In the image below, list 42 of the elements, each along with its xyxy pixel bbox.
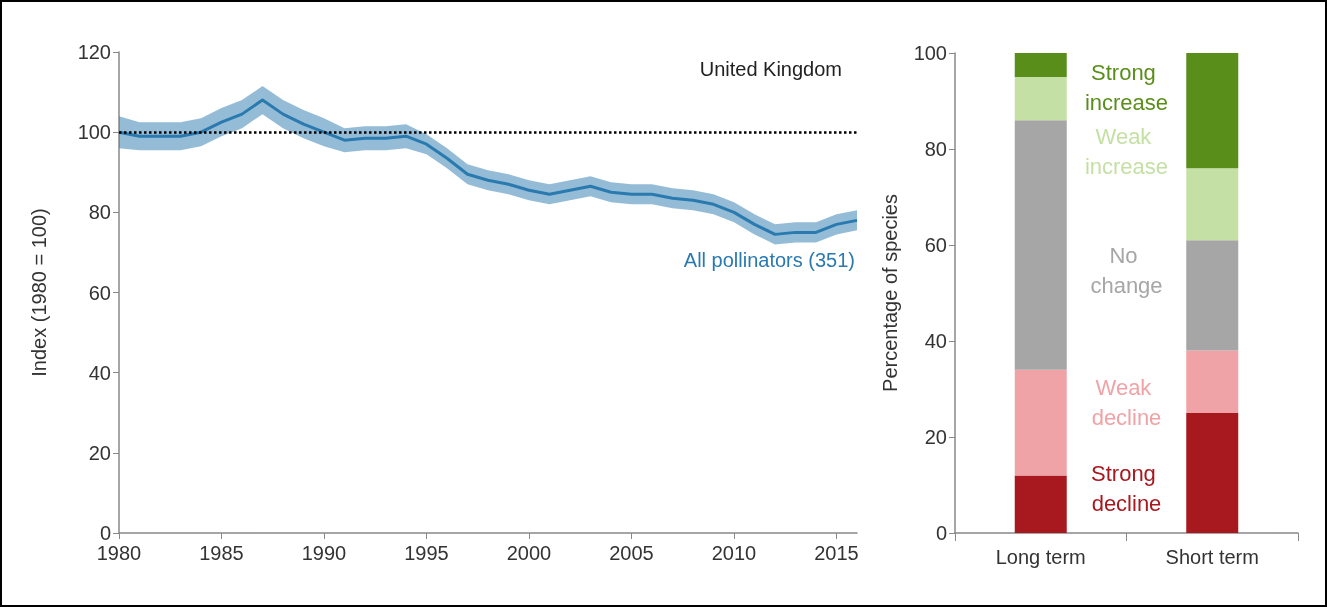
series-label: Strong increase <box>1084 60 1169 116</box>
x-tick-label: Long term <box>995 546 1086 568</box>
bar <box>1014 77 1067 121</box>
x-tick-label: 2010 <box>711 542 757 564</box>
bar <box>1014 120 1067 370</box>
chart-title: United Kingdom <box>699 58 843 80</box>
x-tick-label: 1995 <box>404 542 449 564</box>
x-tick-label: 2015 <box>814 542 859 564</box>
y-tick-label: 80 <box>924 138 947 160</box>
bar <box>1014 53 1067 77</box>
series-label: Weak increase <box>1084 123 1169 179</box>
bar <box>1186 168 1239 241</box>
y-tick-label: 120 <box>77 41 111 63</box>
y-axis-title: Percentage of species <box>879 194 901 392</box>
y-tick-label: 0 <box>935 522 947 544</box>
y-tick-label: 100 <box>77 121 111 144</box>
y-tick-label: 40 <box>88 361 111 384</box>
series-label: Strong decline <box>1091 461 1162 517</box>
y-tick-label: 60 <box>924 234 947 256</box>
bar <box>1186 240 1239 351</box>
y-tick-label: 20 <box>924 426 947 448</box>
series-label: All pollinators (351) <box>683 249 855 272</box>
y-tick-label: 40 <box>924 330 947 352</box>
series-label: Weak decline <box>1091 374 1162 430</box>
bar <box>1014 475 1067 533</box>
x-tick-label: 2005 <box>609 542 654 564</box>
x-tick-label: 1985 <box>199 542 244 564</box>
bar <box>1186 53 1239 169</box>
y-axis-title: Index (1980 = 100) <box>28 208 50 377</box>
x-tick-label: 2000 <box>506 542 552 564</box>
y-tick-label: 20 <box>88 441 111 464</box>
y-tick-label: 100 <box>913 42 947 64</box>
series-label: No change <box>1090 242 1163 298</box>
bar <box>1186 413 1239 533</box>
x-tick-label: 1990 <box>301 542 347 564</box>
bar <box>1014 369 1067 476</box>
y-tick-label: 60 <box>88 281 111 304</box>
x-tick-label: 1980 <box>96 542 142 564</box>
y-tick-label: 0 <box>99 522 111 544</box>
bar <box>1186 350 1239 413</box>
x-tick-label: Short term <box>1165 546 1259 568</box>
y-tick-label: 80 <box>88 201 111 224</box>
